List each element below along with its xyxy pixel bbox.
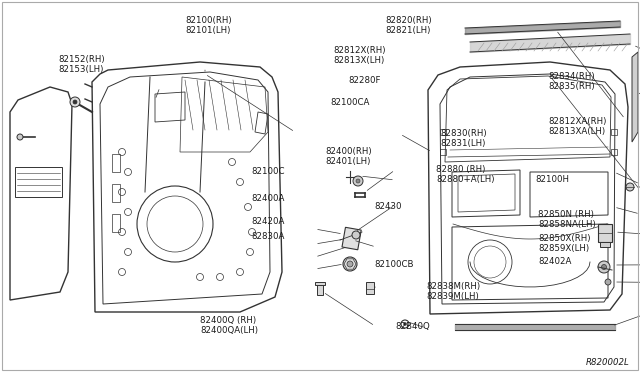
Text: R820002L: R820002L <box>586 358 630 367</box>
Circle shape <box>356 179 360 183</box>
Text: 82B40Q: 82B40Q <box>395 322 429 331</box>
Bar <box>342 227 361 250</box>
Text: 82152(RH)
82153(LH): 82152(RH) 82153(LH) <box>58 55 104 74</box>
Text: 82420A: 82420A <box>252 217 285 226</box>
Text: 82100H: 82100H <box>535 176 569 185</box>
Circle shape <box>626 183 634 191</box>
Circle shape <box>598 261 610 273</box>
Bar <box>611 149 617 155</box>
Bar <box>112 214 120 232</box>
Polygon shape <box>632 52 638 142</box>
Bar <box>598 224 612 242</box>
Text: 82812X(RH)
82813X(LH): 82812X(RH) 82813X(LH) <box>333 46 385 65</box>
Text: 82100CA: 82100CA <box>330 98 369 107</box>
Text: 82100(RH)
82101(LH): 82100(RH) 82101(LH) <box>185 16 232 35</box>
Bar <box>112 184 120 202</box>
Circle shape <box>605 279 611 285</box>
Text: 82834(RH)
82835(RH): 82834(RH) 82835(RH) <box>548 72 595 92</box>
Bar <box>315 282 325 285</box>
Text: 82400Q (RH)
82400QA(LH): 82400Q (RH) 82400QA(LH) <box>200 316 258 336</box>
Bar <box>317 285 323 295</box>
Bar <box>440 129 446 135</box>
Bar <box>366 282 374 294</box>
Text: 82400A: 82400A <box>252 194 285 203</box>
Text: 82850X(RH)
82859X(LH): 82850X(RH) 82859X(LH) <box>538 234 591 253</box>
Circle shape <box>70 97 80 107</box>
Text: 82820(RH)
82821(LH): 82820(RH) 82821(LH) <box>385 16 431 35</box>
Text: 82400(RH)
82401(LH): 82400(RH) 82401(LH) <box>325 147 372 166</box>
Text: 82830(RH)
82831(LH): 82830(RH) 82831(LH) <box>440 129 486 148</box>
Circle shape <box>343 257 357 271</box>
Text: 82850N (RH)
82858NA(LH): 82850N (RH) 82858NA(LH) <box>538 210 596 230</box>
Circle shape <box>347 261 353 267</box>
Circle shape <box>17 134 23 140</box>
Circle shape <box>403 323 406 326</box>
Bar <box>611 129 617 135</box>
Text: 82100CB: 82100CB <box>374 260 413 269</box>
Text: 82830A: 82830A <box>252 232 285 241</box>
Text: 82812XA(RH)
82813XA(LH): 82812XA(RH) 82813XA(LH) <box>548 117 606 137</box>
Circle shape <box>73 100 77 104</box>
Bar <box>600 242 610 247</box>
Text: 82838M(RH)
82839M(LH): 82838M(RH) 82839M(LH) <box>426 282 480 301</box>
Circle shape <box>353 176 363 186</box>
Bar <box>112 154 120 172</box>
Circle shape <box>602 264 607 269</box>
Text: 82880 (RH)
82880+A(LH): 82880 (RH) 82880+A(LH) <box>436 165 495 185</box>
Bar <box>440 149 446 155</box>
Text: 82100C: 82100C <box>252 167 285 176</box>
Text: 82402A: 82402A <box>538 257 572 266</box>
Text: 82280F: 82280F <box>348 76 381 85</box>
Circle shape <box>352 231 360 239</box>
Text: 82430: 82430 <box>374 202 401 211</box>
